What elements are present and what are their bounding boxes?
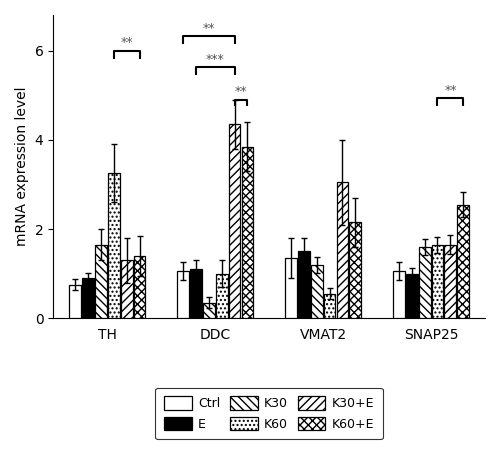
Bar — [134, 256, 145, 318]
Bar — [406, 274, 417, 318]
Bar — [458, 205, 469, 318]
Bar — [242, 146, 254, 318]
Text: **: ** — [120, 37, 133, 49]
Bar — [350, 222, 362, 318]
Bar — [216, 274, 228, 318]
Bar — [94, 245, 106, 318]
Bar — [82, 278, 94, 318]
Y-axis label: mRNA expression level: mRNA expression level — [15, 87, 29, 246]
Bar — [444, 245, 456, 318]
Bar — [120, 260, 132, 318]
Bar — [432, 245, 444, 318]
Bar — [69, 285, 80, 318]
Bar — [190, 269, 202, 318]
Bar — [418, 247, 430, 318]
Bar — [310, 265, 322, 318]
Bar — [324, 294, 336, 318]
Bar — [176, 271, 188, 318]
Bar — [298, 251, 310, 318]
Text: **: ** — [444, 84, 456, 97]
Legend: Ctrl, E, K30, K60, K30+E, K60+E: Ctrl, E, K30, K60, K30+E, K60+E — [156, 388, 383, 439]
Text: **: ** — [235, 85, 248, 98]
Bar — [228, 124, 240, 318]
Text: **: ** — [202, 22, 215, 35]
Bar — [392, 271, 404, 318]
Bar — [108, 173, 120, 318]
Bar — [336, 182, 348, 318]
Text: ***: *** — [206, 53, 225, 66]
Bar — [284, 258, 296, 318]
Bar — [202, 303, 214, 318]
